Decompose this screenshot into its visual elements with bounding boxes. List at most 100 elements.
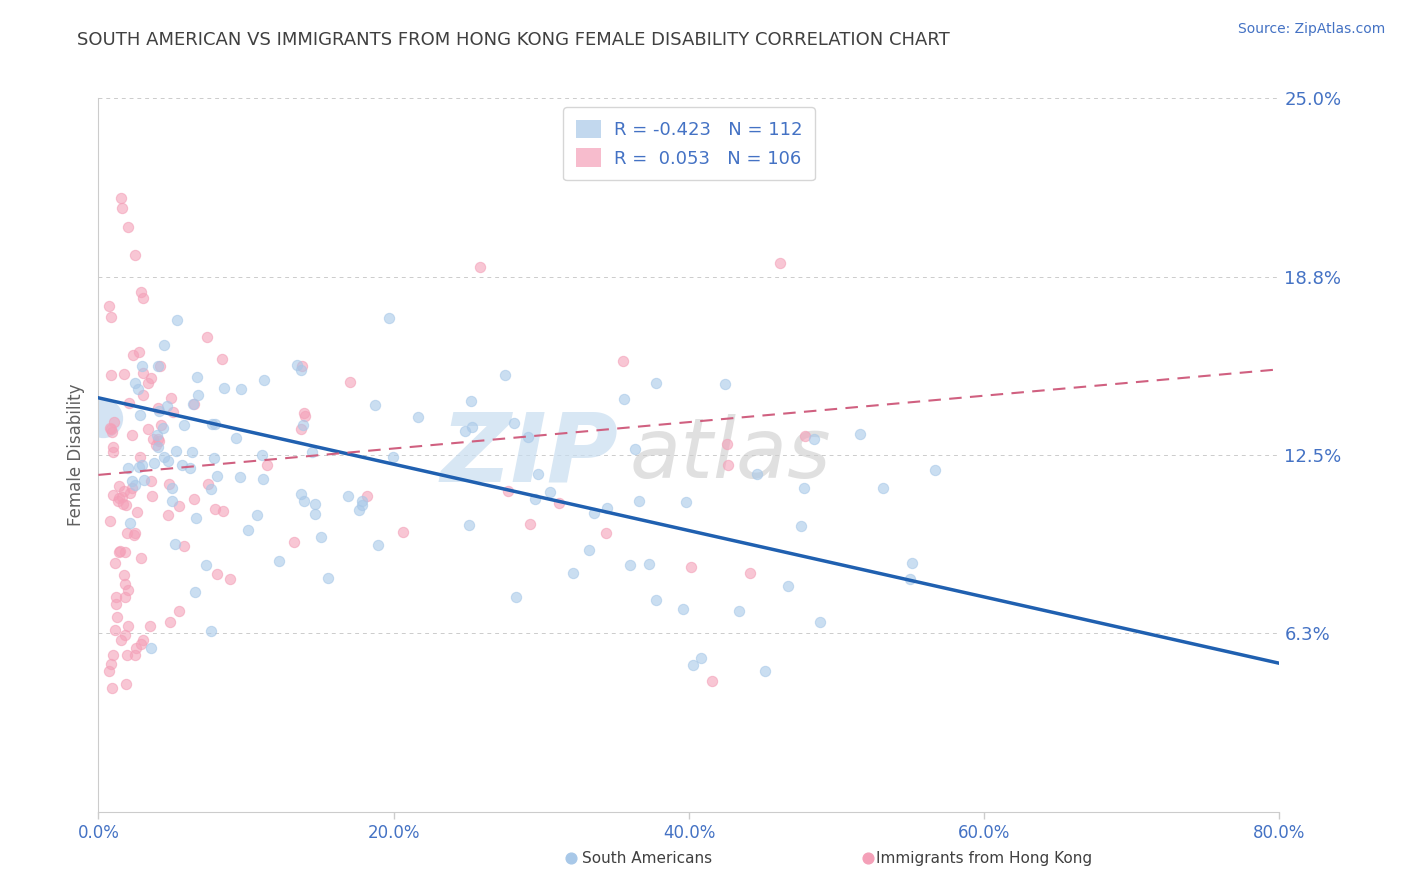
- Point: [146, 433, 169, 447]
- Point: [98, 664, 121, 678]
- Point: [183, 397, 205, 411]
- Point: [121, 474, 143, 488]
- Point: [204, 417, 226, 431]
- Point: [675, 494, 697, 508]
- Point: [156, 399, 179, 413]
- Point: [524, 491, 547, 506]
- Point: [117, 219, 139, 234]
- Point: [111, 497, 134, 511]
- Point: [121, 428, 143, 442]
- Point: [205, 566, 228, 581]
- Point: [110, 633, 132, 648]
- Legend: R = -0.423   N = 112, R =  0.053   N = 106: R = -0.423 N = 112, R = 0.053 N = 106: [562, 107, 815, 180]
- Point: [183, 585, 205, 599]
- Point: [132, 473, 155, 487]
- Point: [803, 432, 825, 446]
- Point: [562, 566, 585, 580]
- Point: [153, 450, 176, 464]
- Point: [583, 506, 606, 520]
- Point: [713, 376, 735, 391]
- Point: [108, 544, 131, 558]
- Point: [172, 458, 194, 472]
- Point: [128, 344, 150, 359]
- Point: [613, 392, 636, 406]
- Point: [103, 445, 125, 459]
- Point: [183, 491, 205, 506]
- Point: [139, 619, 162, 633]
- Point: [121, 481, 143, 495]
- Point: [128, 459, 150, 474]
- Point: [682, 657, 704, 672]
- Point: [901, 556, 924, 570]
- Point: [114, 545, 136, 559]
- Point: [115, 677, 138, 691]
- Point: [111, 201, 134, 215]
- Point: [132, 633, 155, 648]
- Point: [776, 579, 799, 593]
- Point: [183, 397, 205, 411]
- Point: [754, 664, 776, 678]
- Point: [181, 444, 204, 458]
- Point: [364, 398, 387, 412]
- Point: [250, 448, 273, 462]
- Point: [132, 291, 155, 305]
- Point: [406, 409, 429, 424]
- Point: [125, 640, 148, 655]
- Point: [122, 527, 145, 541]
- Point: [112, 367, 135, 381]
- Point: [229, 470, 252, 484]
- Point: [112, 484, 135, 499]
- Point: [717, 458, 740, 472]
- Point: [186, 369, 208, 384]
- Point: [184, 511, 207, 525]
- Point: [229, 383, 252, 397]
- Point: [924, 463, 946, 477]
- Point: [108, 545, 131, 559]
- Point: [118, 396, 141, 410]
- Y-axis label: Female Disability: Female Disability: [66, 384, 84, 526]
- Point: [103, 415, 125, 429]
- Point: [195, 558, 218, 573]
- Point: [148, 434, 170, 449]
- Point: [139, 371, 162, 385]
- Text: Immigrants from Hong Kong: Immigrants from Hong Kong: [876, 851, 1092, 865]
- Point: [290, 363, 312, 377]
- Point: [114, 576, 136, 591]
- Point: [115, 498, 138, 512]
- Point: [162, 405, 184, 419]
- Point: [526, 467, 548, 481]
- Point: [291, 359, 314, 373]
- Point: [139, 640, 162, 655]
- Point: [100, 310, 122, 325]
- Point: [367, 538, 389, 552]
- Point: [124, 648, 146, 662]
- Point: [104, 590, 127, 604]
- Point: [160, 392, 183, 406]
- Point: [165, 443, 187, 458]
- Point: [595, 525, 617, 540]
- Point: [136, 376, 159, 390]
- Point: [460, 394, 482, 409]
- Point: [201, 417, 224, 432]
- Point: [645, 376, 668, 391]
- Point: [141, 489, 163, 503]
- Point: [105, 610, 128, 624]
- Point: [352, 494, 374, 508]
- Text: atlas: atlas: [630, 415, 831, 495]
- Point: [124, 526, 146, 541]
- Point: [672, 602, 695, 616]
- Point: [131, 458, 153, 472]
- Point: [100, 425, 122, 440]
- Point: [690, 650, 713, 665]
- Point: [540, 485, 562, 500]
- Point: [111, 490, 134, 504]
- Point: [152, 421, 174, 435]
- Point: [700, 673, 723, 688]
- Point: [105, 598, 128, 612]
- Text: SOUTH AMERICAN VS IMMIGRANTS FROM HONG KONG FEMALE DISABILITY CORRELATION CHART: SOUTH AMERICAN VS IMMIGRANTS FROM HONG K…: [77, 31, 950, 49]
- Point: [148, 403, 170, 417]
- Point: [129, 450, 152, 465]
- Point: [794, 428, 817, 442]
- Point: [114, 628, 136, 642]
- Point: [122, 348, 145, 362]
